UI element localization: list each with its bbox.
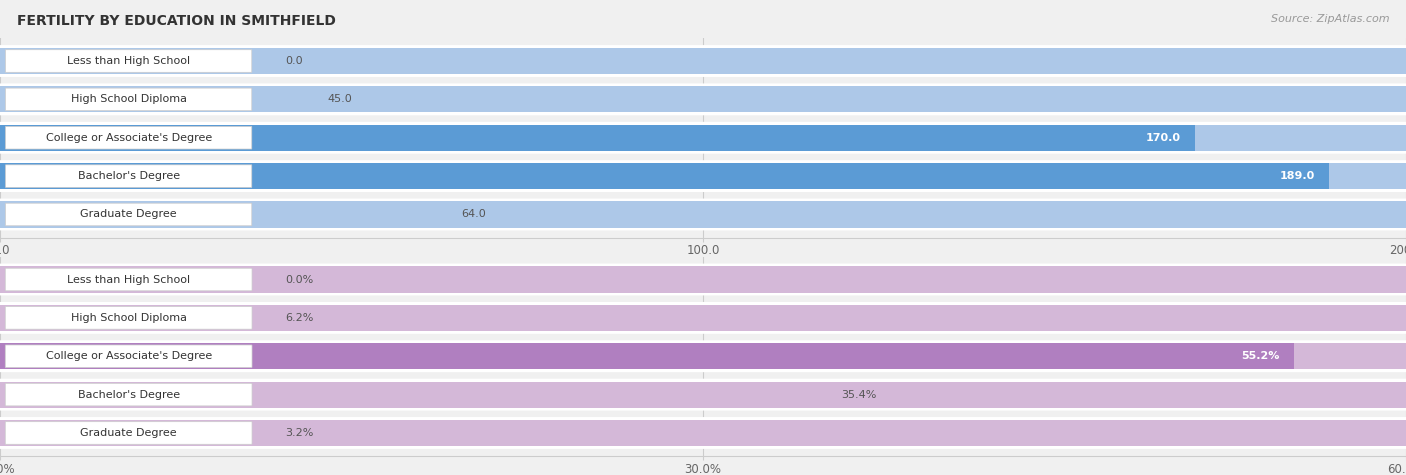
Bar	[0, 343, 1294, 369]
Text: 64.0: 64.0	[461, 209, 486, 219]
FancyBboxPatch shape	[0, 122, 1406, 154]
Text: 55.2%: 55.2%	[1241, 351, 1279, 361]
FancyBboxPatch shape	[6, 268, 252, 291]
Text: Graduate Degree: Graduate Degree	[80, 428, 177, 438]
Text: Bachelor's Degree: Bachelor's Degree	[77, 390, 180, 399]
Text: 0.0: 0.0	[285, 56, 304, 66]
FancyBboxPatch shape	[6, 165, 252, 187]
Bar	[0, 201, 1406, 228]
FancyBboxPatch shape	[0, 340, 1406, 372]
FancyBboxPatch shape	[0, 199, 1406, 230]
Text: 189.0: 189.0	[1279, 171, 1315, 181]
Bar	[0, 163, 1406, 189]
FancyBboxPatch shape	[6, 126, 252, 149]
Text: High School Diploma: High School Diploma	[70, 95, 187, 104]
Text: 35.4%: 35.4%	[841, 390, 876, 399]
Text: College or Associate's Degree: College or Associate's Degree	[45, 351, 212, 361]
FancyBboxPatch shape	[0, 160, 1406, 192]
Text: 45.0: 45.0	[328, 95, 353, 104]
Bar	[0, 163, 1329, 189]
Bar	[0, 48, 1406, 74]
Text: High School Diploma: High School Diploma	[70, 313, 187, 323]
FancyBboxPatch shape	[0, 45, 1406, 77]
Text: Less than High School: Less than High School	[67, 56, 190, 66]
Text: FERTILITY BY EDUCATION IN SMITHFIELD: FERTILITY BY EDUCATION IN SMITHFIELD	[17, 14, 336, 28]
FancyBboxPatch shape	[6, 422, 252, 444]
Text: Source: ZipAtlas.com: Source: ZipAtlas.com	[1271, 14, 1389, 24]
FancyBboxPatch shape	[6, 345, 252, 368]
Text: 3.2%: 3.2%	[285, 428, 314, 438]
FancyBboxPatch shape	[0, 264, 1406, 295]
FancyBboxPatch shape	[0, 379, 1406, 410]
Bar	[0, 343, 1406, 369]
FancyBboxPatch shape	[6, 307, 252, 329]
Text: 170.0: 170.0	[1146, 133, 1181, 143]
FancyBboxPatch shape	[6, 50, 252, 72]
Bar	[0, 125, 1195, 151]
Bar	[0, 266, 1406, 293]
FancyBboxPatch shape	[0, 417, 1406, 449]
FancyBboxPatch shape	[6, 383, 252, 406]
Bar	[0, 86, 1406, 113]
FancyBboxPatch shape	[6, 203, 252, 226]
Text: College or Associate's Degree: College or Associate's Degree	[45, 133, 212, 143]
Text: 0.0%: 0.0%	[285, 275, 314, 285]
Bar	[0, 381, 1406, 408]
Text: Bachelor's Degree: Bachelor's Degree	[77, 171, 180, 181]
FancyBboxPatch shape	[0, 302, 1406, 334]
Text: Less than High School: Less than High School	[67, 275, 190, 285]
Text: Graduate Degree: Graduate Degree	[80, 209, 177, 219]
Bar	[0, 305, 1406, 331]
Text: 6.2%: 6.2%	[285, 313, 314, 323]
Bar	[0, 420, 1406, 446]
FancyBboxPatch shape	[6, 88, 252, 111]
FancyBboxPatch shape	[0, 84, 1406, 115]
Bar	[0, 125, 1406, 151]
